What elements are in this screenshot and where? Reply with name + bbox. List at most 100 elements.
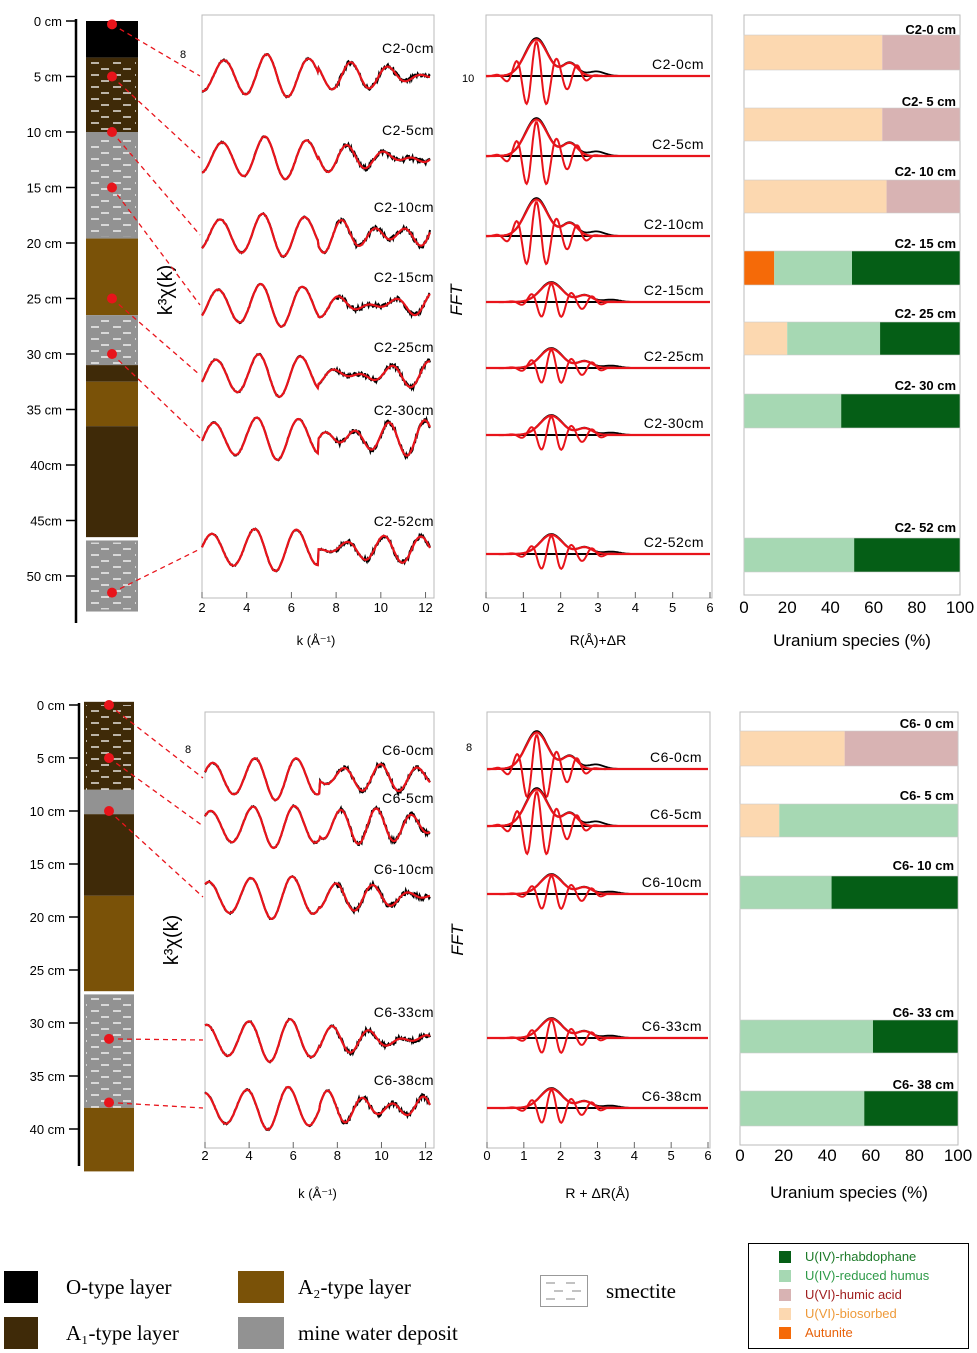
exafs-ylabel: k³χ(k) (155, 265, 177, 315)
exafs-fit-line (201, 212, 432, 258)
fft-fit-imaginary (487, 1018, 708, 1055)
species-bar-label: C2- 30 cm (895, 378, 956, 393)
depth-tick-label: 20 cm (27, 236, 62, 251)
species-bar-segment-rhab (831, 876, 958, 909)
exafs-fit-line (204, 875, 431, 921)
species-tick-label: 100 (944, 1146, 972, 1165)
species-label-autunite: Autunite (805, 1325, 853, 1340)
fft-sample-label: C2-5cm (652, 136, 704, 152)
fft-tick-label: 1 (520, 1148, 527, 1163)
depth-tick-label: 10 cm (27, 125, 62, 140)
legend-swatch-smectite (540, 1275, 588, 1307)
sample-connector (108, 704, 204, 779)
species-frame (743, 14, 961, 596)
exafs-sample-label: C6-5cm (382, 790, 434, 806)
smectite-zone (88, 59, 136, 132)
fft-tick-label: 0 (483, 1148, 490, 1163)
species-bar-segment-rhab (854, 538, 960, 572)
exafs-frame (201, 14, 435, 599)
species-bar-segment-humus (744, 538, 855, 572)
depth-tick-label: 30 cm (27, 347, 62, 362)
species-tick-label: 40 (821, 598, 840, 617)
sample-C6-38cm: C6-38cm C6-38cm C6- 38 cm (104, 1072, 959, 1132)
fft-sample-label: C2-0cm (652, 56, 704, 72)
species-bar-outline (743, 179, 961, 214)
species-bar-label: C2- 10 cm (895, 164, 956, 179)
depth-tick-label: 25 cm (27, 292, 62, 307)
fft-scale-label: 10 (462, 73, 474, 85)
depth-tick-label: 15 cm (30, 857, 65, 872)
species-bar-outline (743, 393, 961, 429)
fft-ylabel: FFT (447, 283, 466, 316)
exafs-tick-label: 2 (198, 600, 205, 615)
sample-point (107, 71, 117, 82)
exafs-fit-line (204, 757, 431, 802)
exafs-sample-label: C2-25cm (374, 339, 434, 355)
species-bar-segment-bios (744, 180, 887, 213)
layer-a1 (86, 426, 138, 538)
legend-swatch-o (4, 1271, 38, 1303)
exafs-tick-label: 12 (418, 600, 432, 615)
legend-label-smectite: smectite (606, 1278, 676, 1303)
sample-connector (111, 353, 201, 439)
species-legend-rhabdophane: U(IV)-rhabdophane (779, 1249, 916, 1264)
fft-tick-label: 4 (631, 1148, 638, 1163)
sample-C6-0cm: C6-0cm C6-0cm C6- 0 cm (104, 700, 959, 802)
fft-tick-label: 0 (482, 600, 489, 615)
depth-tick-label: 20 cm (30, 910, 65, 925)
smectite-zone (88, 542, 136, 610)
exafs-fit-line (201, 53, 431, 98)
exafs-tick-label: 2 (201, 1148, 208, 1163)
fft-sample-label: C2-10cm (644, 216, 704, 232)
legend-swatch-a2 (238, 1271, 284, 1303)
sample-C2-0cm: C2-0cm C2-0cm C2-0 cm (107, 19, 961, 106)
sample-C6-10cm: C6-10cm C6-10cm C6- 10 cm (104, 806, 959, 921)
exafs-tick-label: 4 (243, 600, 250, 615)
species-tick-label: 40 (818, 1146, 837, 1165)
fft-sample-label: C6-38cm (642, 1088, 702, 1104)
soil-column: 0 cm 5 cm 10 cm 15 cm 20 cm 25 cm 30 cm 35 cm 40… (27, 14, 138, 623)
exafs-scale-label: 8 (180, 49, 186, 61)
species-bar-segment-humus (779, 804, 958, 837)
sample-C2-52cm: C2-52cm C2-52cm C2- 52 cm (107, 513, 961, 598)
layer-a2 (84, 1107, 134, 1172)
legend-swatch-a1 (4, 1317, 38, 1349)
species-bar-segment-rhab (864, 1091, 958, 1126)
depth-tick-label: 35 cm (27, 403, 62, 418)
species-bar-segment-bios (740, 731, 845, 766)
species-bar-segment-rhab (872, 1020, 958, 1053)
fft-sample-label: C6-5cm (650, 806, 702, 822)
species-bar-outline (739, 730, 959, 767)
sample-point (107, 587, 117, 598)
species-bar-segment-bios (744, 108, 883, 141)
fft-sample-label: C2-25cm (644, 348, 704, 364)
species-panel: 0 20 40 60 80 100 Uranium species (%) (739, 14, 974, 650)
exafs-fit-line (200, 416, 432, 462)
fft-sample-label: C6-10cm (642, 874, 702, 890)
fft-fit-imaginary (486, 41, 710, 106)
fft-fit-imaginary (486, 282, 710, 319)
species-bar-segment-rhab (880, 322, 960, 355)
exafs-tick-label: 10 (374, 1148, 388, 1163)
fft-tick-label: 1 (520, 600, 527, 615)
species-legend-biosorbed: U(VI)-biosorbed (779, 1306, 897, 1321)
fft-sample-label: C6-0cm (650, 749, 702, 765)
species-bar-label: C2- 5 cm (902, 94, 956, 109)
species-bar-label: C2-0 cm (905, 22, 956, 37)
smectite-zone (86, 994, 132, 1108)
fft-fit-imaginary (486, 201, 710, 266)
sample-point (104, 753, 114, 763)
fft-scale-label: 8 (466, 742, 472, 754)
exafs-fit-line (204, 1085, 431, 1131)
exafs-tick-label: 8 (334, 1148, 341, 1163)
exafs-sample-label: C2-15cm (374, 269, 434, 285)
depth-tick-label: 5 cm (34, 70, 62, 85)
species-bar-label: C6- 38 cm (893, 1077, 954, 1092)
depth-tick-label: 0 cm (37, 698, 65, 713)
species-legend-autunite: Autunite (779, 1325, 853, 1340)
species-bar-segment-aut (744, 251, 775, 285)
fft-panel: 0 1 2 3 4 5 6 R(Å)+ΔR FFT 10 (447, 14, 714, 648)
sample-connector (108, 1038, 204, 1041)
